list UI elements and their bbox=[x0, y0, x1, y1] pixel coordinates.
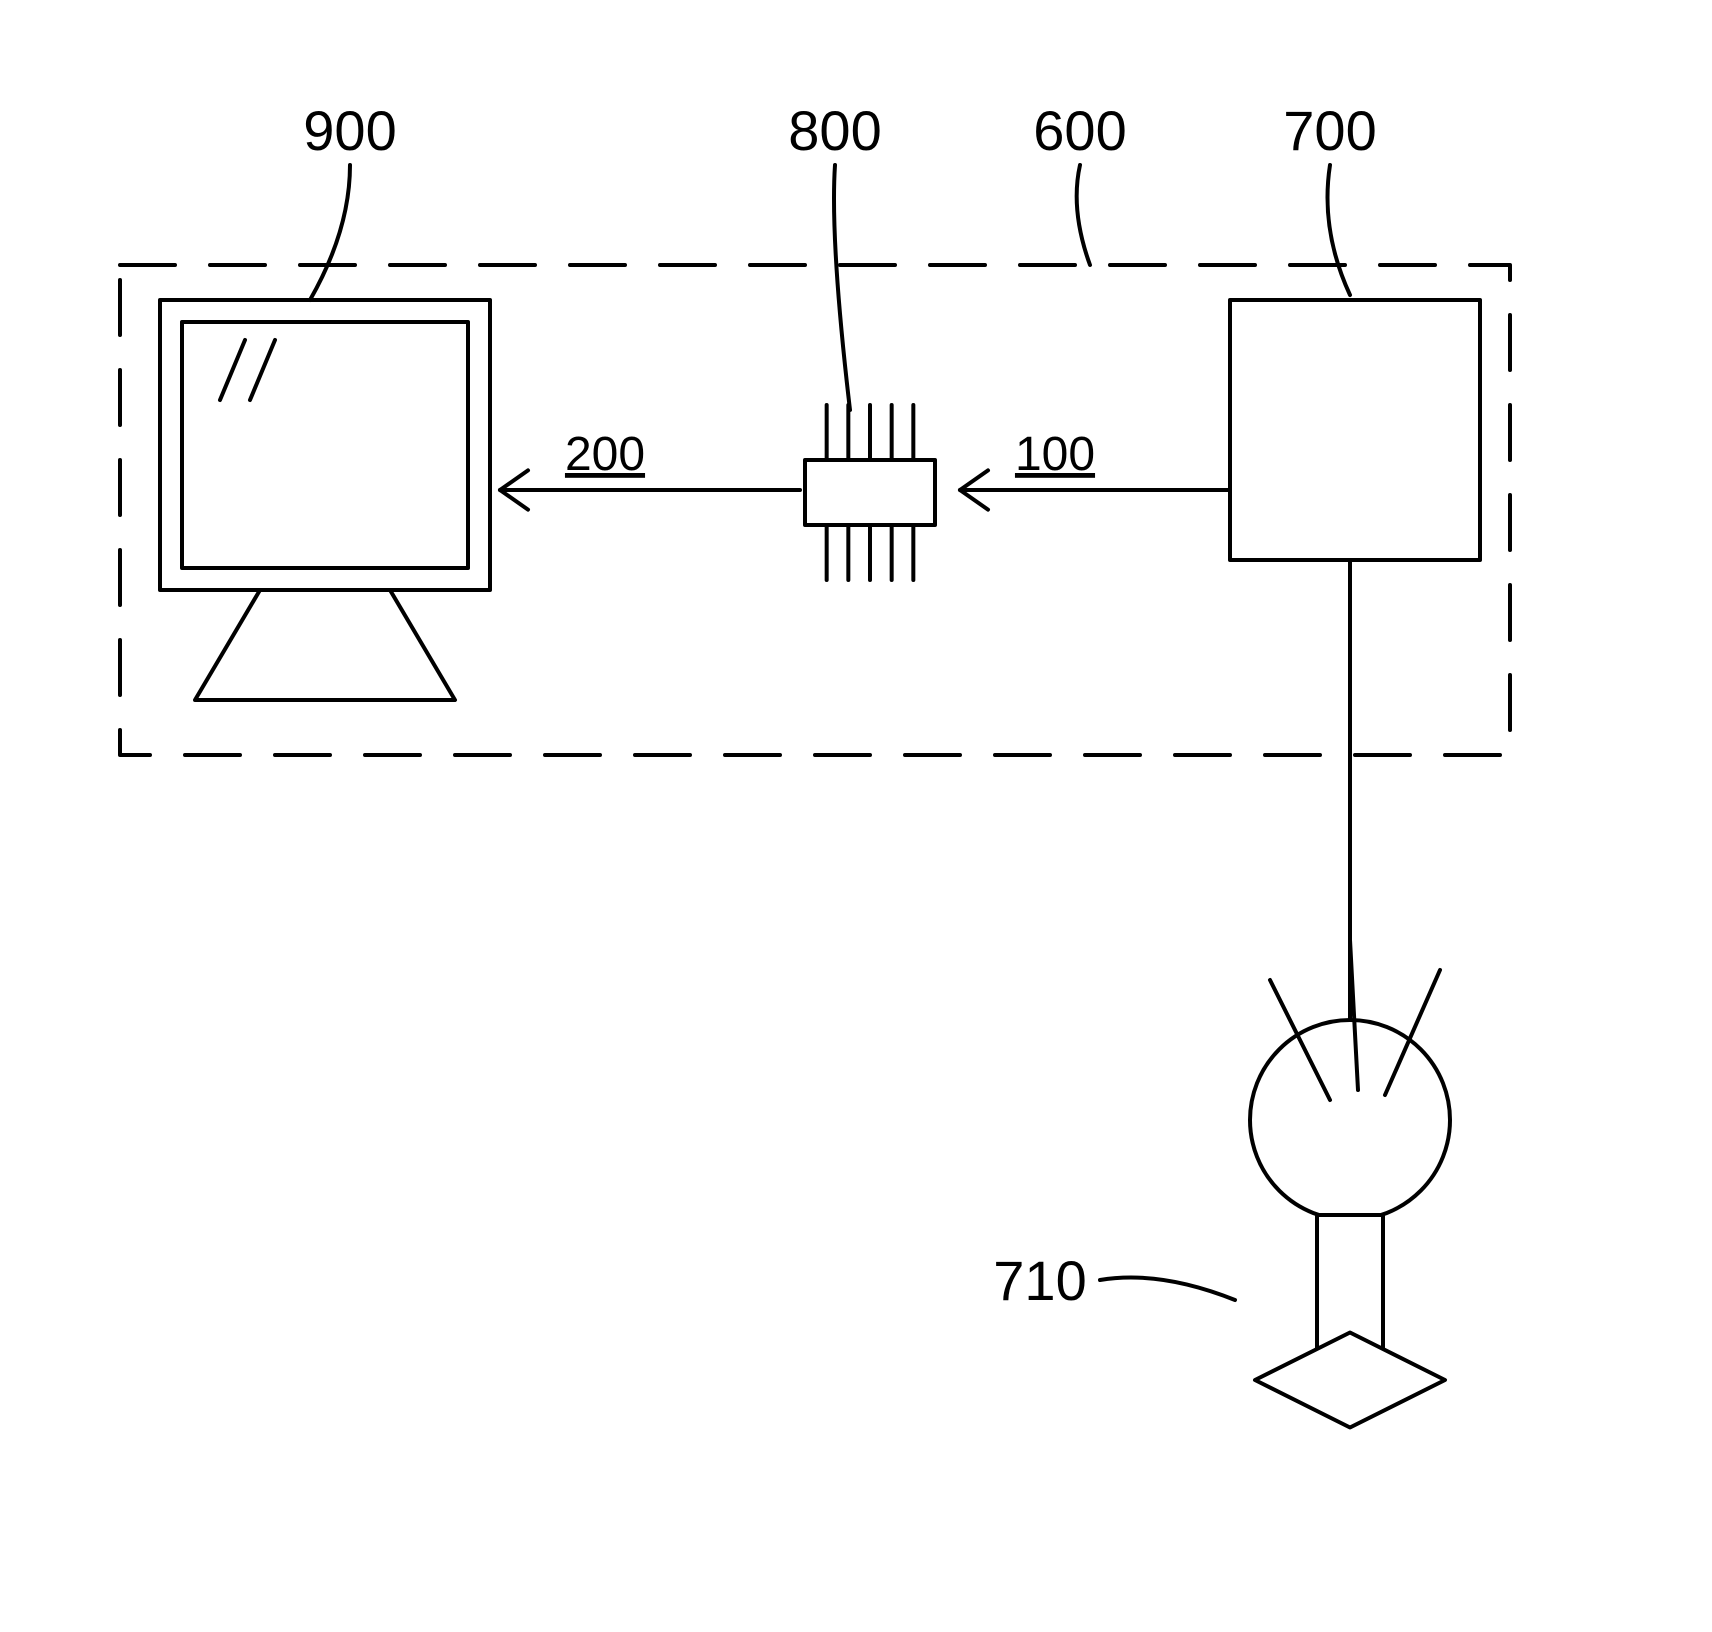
label-800: 800 bbox=[788, 99, 881, 162]
label-100: 100 bbox=[1015, 428, 1095, 481]
label-700: 700 bbox=[1283, 99, 1376, 162]
monitor-900 bbox=[160, 300, 490, 700]
chip-800 bbox=[805, 405, 935, 580]
leader-700 bbox=[1328, 165, 1351, 295]
arrow-200 bbox=[500, 470, 800, 509]
leader-710 bbox=[1100, 1278, 1235, 1301]
leader-800 bbox=[834, 165, 850, 410]
label-600: 600 bbox=[1033, 99, 1126, 162]
block-diagram: 900 800 600 700 200 100 710 bbox=[0, 0, 1712, 1632]
label-200: 200 bbox=[565, 428, 645, 481]
label-710: 710 bbox=[993, 1249, 1086, 1312]
box-700 bbox=[1230, 300, 1480, 560]
leader-900 bbox=[310, 165, 350, 300]
leader-600 bbox=[1077, 165, 1090, 265]
label-900: 900 bbox=[303, 99, 396, 162]
